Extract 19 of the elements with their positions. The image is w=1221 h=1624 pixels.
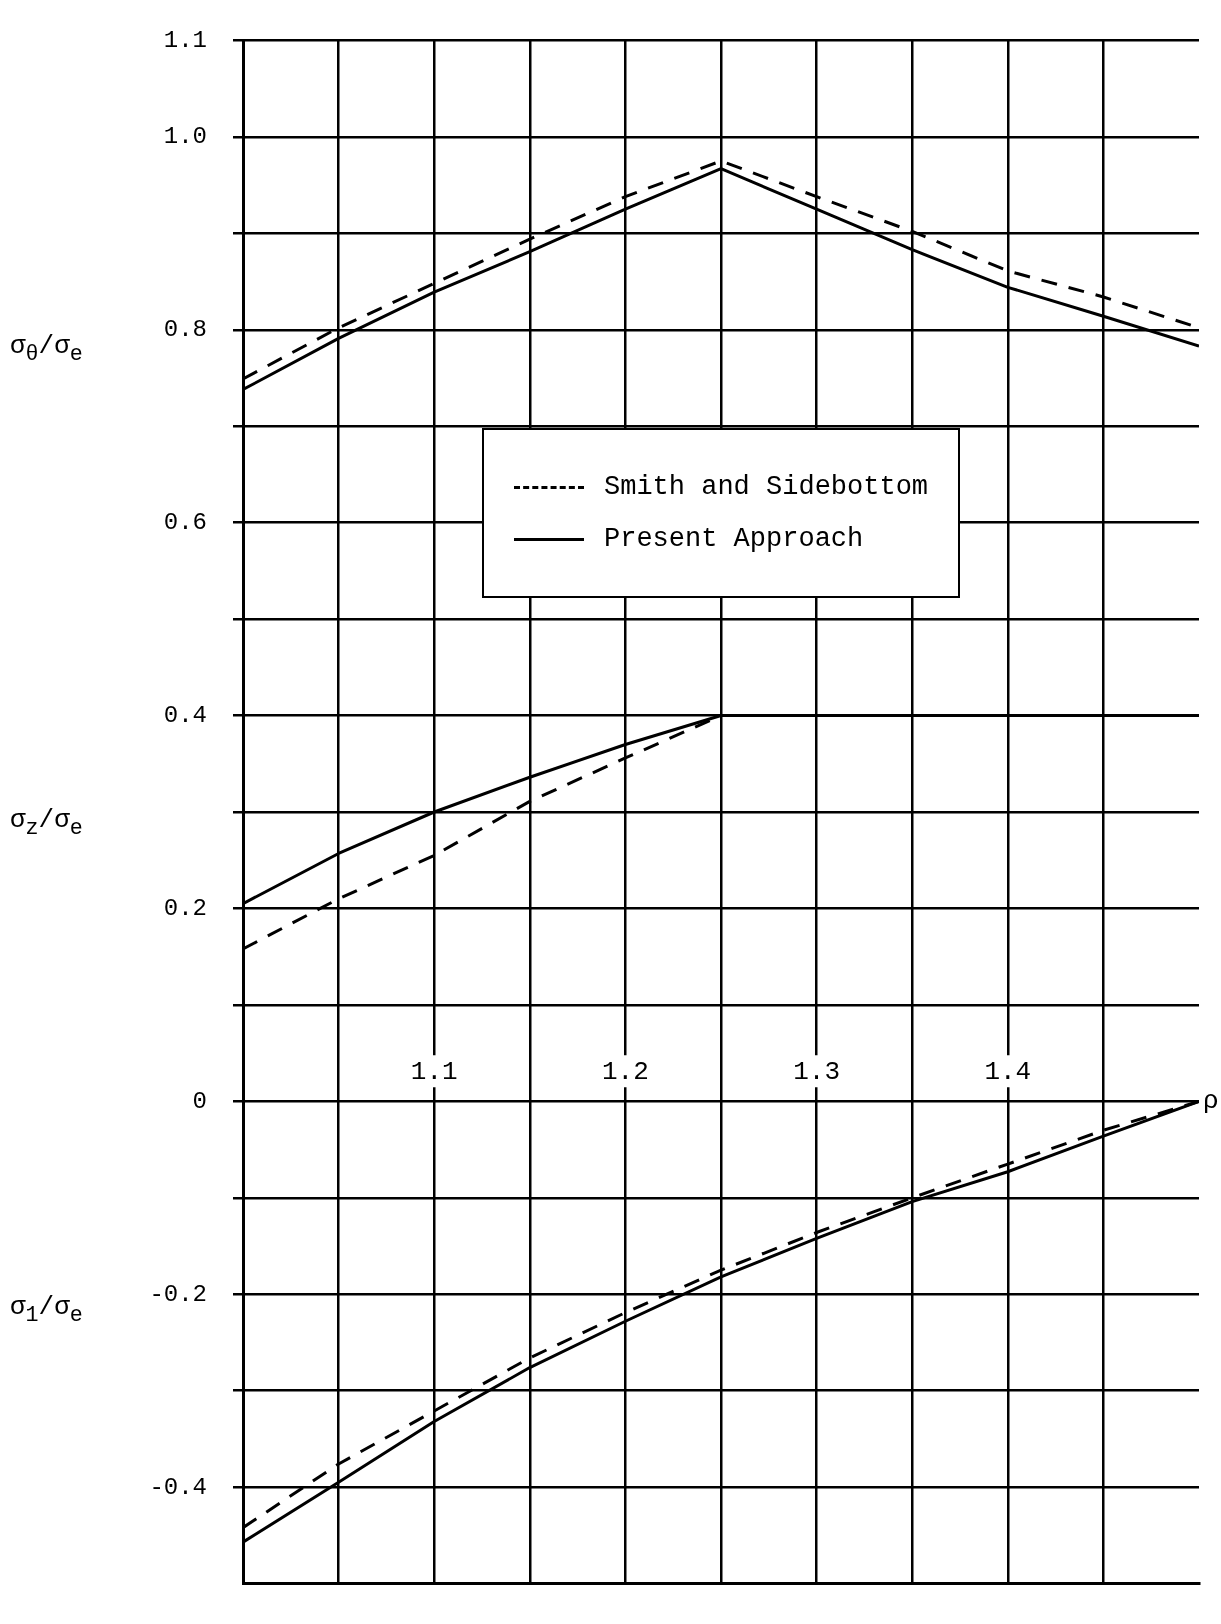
y-tick-label: 0 <box>192 1087 207 1115</box>
y-tick-label: 1.0 <box>163 123 207 151</box>
y-tick-label: -0.2 <box>149 1280 207 1308</box>
y-tick-label: 0.8 <box>163 316 207 344</box>
y-tick-label: 1.1 <box>163 26 207 54</box>
x-axis-title: ρ <box>1203 1086 1219 1117</box>
text: σ$_{1}$/σ$_{e}$ <box>10 1292 83 1329</box>
text: σ$_{z}$/σ$_{e}$ <box>10 805 83 841</box>
y-tick-label: 0.2 <box>163 894 207 922</box>
x-tick-label: 1.2 <box>601 1057 649 1088</box>
x-tick-label: 1.4 <box>984 1057 1032 1088</box>
legend-label: Present Approach <box>604 524 864 555</box>
y-tick-label: 0.6 <box>163 509 207 537</box>
x-tick-label: 1.1 <box>410 1057 458 1088</box>
text: σ$_{θ}$/σ$_{e}$ <box>10 331 83 367</box>
x-tick-label: 1.3 <box>793 1057 841 1088</box>
y-tick-label: 0.4 <box>163 701 207 729</box>
legend-label: Smith and Sidebottom <box>604 472 929 503</box>
y-tick-label: -0.4 <box>149 1473 207 1501</box>
